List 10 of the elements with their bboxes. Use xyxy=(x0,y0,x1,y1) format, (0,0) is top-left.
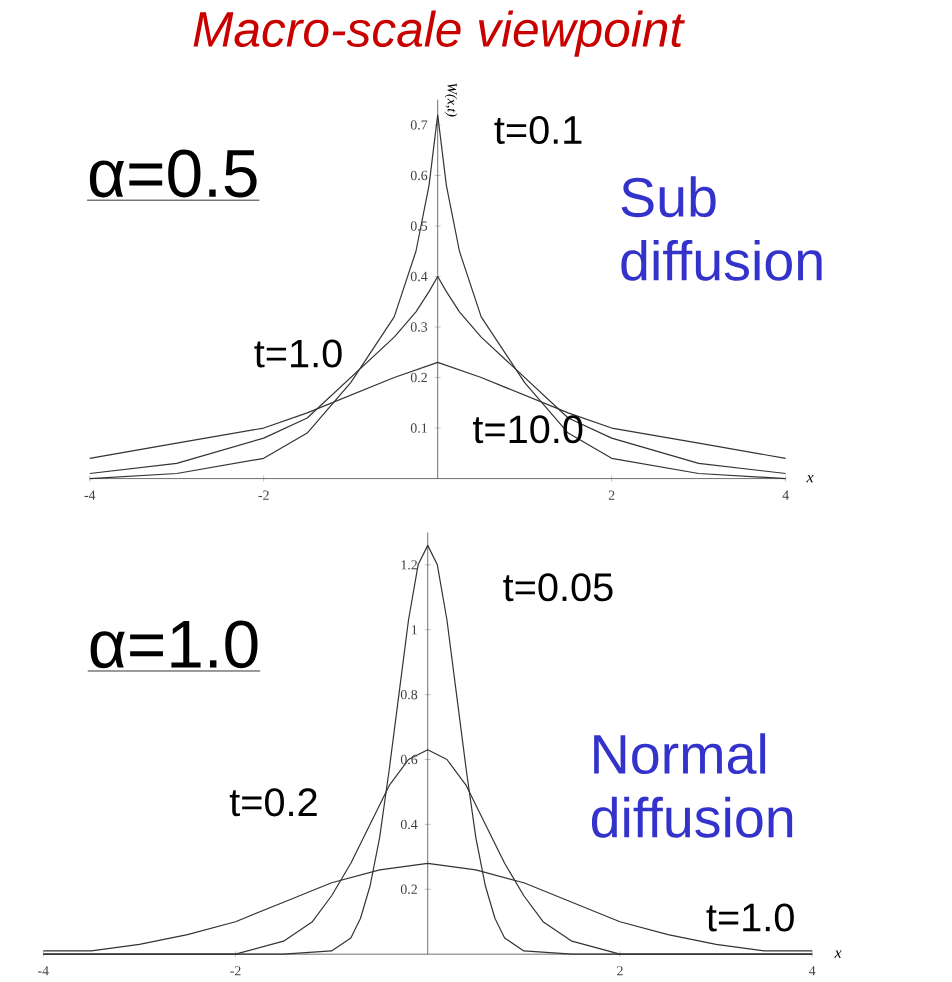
chart-title: Macro-scale viewpoint xyxy=(193,10,686,57)
annotation: α=1.0 xyxy=(91,620,258,669)
annotation: t=0.05 xyxy=(503,573,613,602)
annotation: Normal diffusion xyxy=(592,733,793,838)
annotation: t=0.2 xyxy=(230,788,318,817)
annotation: t=1.0 xyxy=(254,339,343,368)
annotation: t=0.1 xyxy=(494,115,582,145)
annotation: α=0.5 xyxy=(90,149,258,198)
annotation: Sub diffusion xyxy=(621,176,822,281)
annotation: t=1.0 xyxy=(706,903,795,932)
